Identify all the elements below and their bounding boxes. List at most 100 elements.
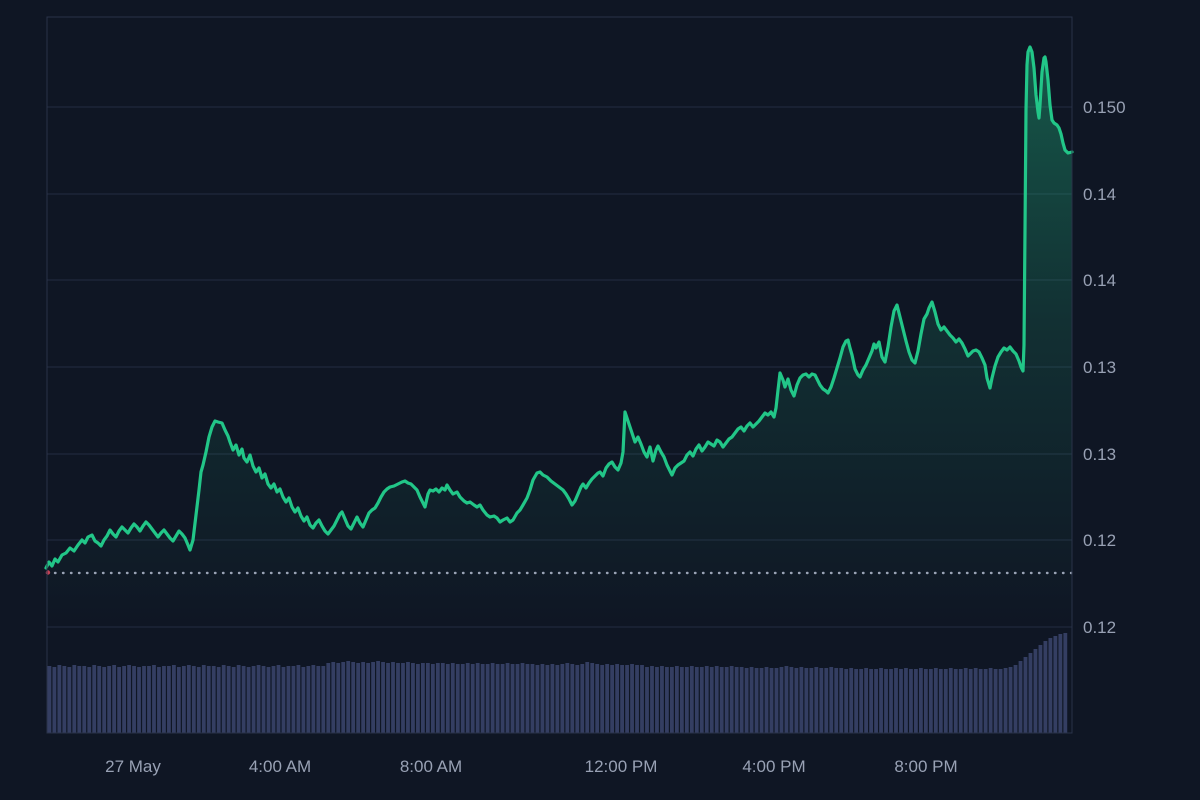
volume-bar <box>216 667 221 733</box>
volume-bar <box>490 663 495 733</box>
volume-bar <box>714 666 719 733</box>
volume-bar <box>82 666 87 733</box>
volume-bar <box>132 666 136 733</box>
y-axis-label: 0.14 <box>1083 185 1116 204</box>
volume-bar <box>849 668 854 733</box>
volume-bar <box>256 665 261 733</box>
volume-bar <box>1058 634 1063 733</box>
volume-bar <box>316 666 321 733</box>
volume-bar <box>186 665 191 733</box>
volume-bar <box>670 667 674 733</box>
volume-bar <box>351 662 356 733</box>
volume-bar <box>943 669 948 733</box>
volume-bar <box>894 668 898 733</box>
volume-bar <box>844 669 849 733</box>
volume-bar <box>864 668 869 733</box>
volume-bar <box>948 668 953 733</box>
prev-close-start-dot <box>45 570 51 575</box>
volume-bar <box>251 666 256 733</box>
volume-bar <box>978 669 983 733</box>
volume-bar <box>181 666 186 733</box>
volume-bar <box>575 665 580 733</box>
volume-bar <box>331 662 336 733</box>
volume-bar <box>475 663 480 733</box>
volume-bar <box>445 664 450 733</box>
volume-bar <box>973 668 978 733</box>
volume-bar <box>87 667 92 733</box>
volume-bar <box>221 665 226 733</box>
volume-bar <box>764 667 769 733</box>
volume-bar <box>211 666 216 733</box>
volume-bar <box>296 665 301 733</box>
volume-bar <box>784 666 789 733</box>
volume-bar <box>147 666 151 733</box>
volume-bar <box>734 667 739 733</box>
volume-bar <box>605 664 610 733</box>
volume-bar <box>684 667 689 733</box>
volume-bar <box>366 663 371 733</box>
volume-bar <box>665 667 669 733</box>
volume-bar <box>261 666 266 733</box>
volume-bar <box>77 666 82 733</box>
volume-bar <box>62 666 67 733</box>
volume-bar <box>321 666 326 733</box>
volume-bar <box>535 665 540 733</box>
volume-bar <box>600 665 605 733</box>
volume-bar <box>839 668 844 733</box>
volume-bar <box>421 663 425 733</box>
volume-bar <box>640 665 644 733</box>
volume-bar <box>988 668 993 733</box>
volume-bar <box>615 664 620 733</box>
volume-bar <box>899 669 903 733</box>
y-axis-label: 0.13 <box>1083 358 1116 377</box>
volume-bar <box>196 667 201 733</box>
volume-bar <box>1033 649 1038 733</box>
volume-bar <box>346 661 351 733</box>
volume-bar <box>759 668 764 733</box>
volume-bar <box>92 665 97 733</box>
volume-bar <box>560 664 565 733</box>
volume-bar <box>928 669 933 733</box>
volume-bar <box>361 662 366 733</box>
volume-bar <box>142 666 146 733</box>
volume-bar <box>958 669 963 733</box>
volume-bar <box>241 666 246 733</box>
y-axis-label: 0.150 <box>1083 98 1126 117</box>
y-axis-label: 0.12 <box>1083 531 1116 550</box>
volume-bar <box>226 666 231 733</box>
volume-bar <box>635 665 639 733</box>
volume-bar <box>231 667 236 733</box>
volume-bar <box>550 664 555 733</box>
volume-bar <box>425 663 430 733</box>
volume-bar <box>386 663 390 733</box>
volume-bar <box>236 665 241 733</box>
volume-bar <box>674 666 679 733</box>
plot-border <box>46 16 1073 734</box>
volume-bar <box>699 667 704 733</box>
volume-bar <box>923 669 928 733</box>
volume-bar <box>1043 641 1048 733</box>
volume-bar <box>401 663 405 733</box>
volume-bar <box>381 662 385 733</box>
volume-bar <box>595 664 600 733</box>
volume-bar <box>311 665 316 733</box>
volume-bar <box>470 664 475 733</box>
price-area-fill <box>46 47 1072 733</box>
volume-bar <box>505 663 510 733</box>
volume-bar <box>933 668 938 733</box>
volume-bar <box>306 666 311 733</box>
volume-bar <box>520 663 525 733</box>
volume-bar <box>376 661 380 733</box>
volume-bar <box>819 668 824 733</box>
volume-bar <box>301 667 306 733</box>
volume-bar <box>660 666 664 733</box>
volume-bar <box>799 667 804 733</box>
volume-bar <box>625 665 629 733</box>
volume-bar <box>804 668 809 733</box>
volume-bar <box>72 665 77 733</box>
volume-bar <box>1023 657 1028 733</box>
volume-bar <box>67 667 72 733</box>
x-axis-label: 12:00 PM <box>585 757 658 776</box>
